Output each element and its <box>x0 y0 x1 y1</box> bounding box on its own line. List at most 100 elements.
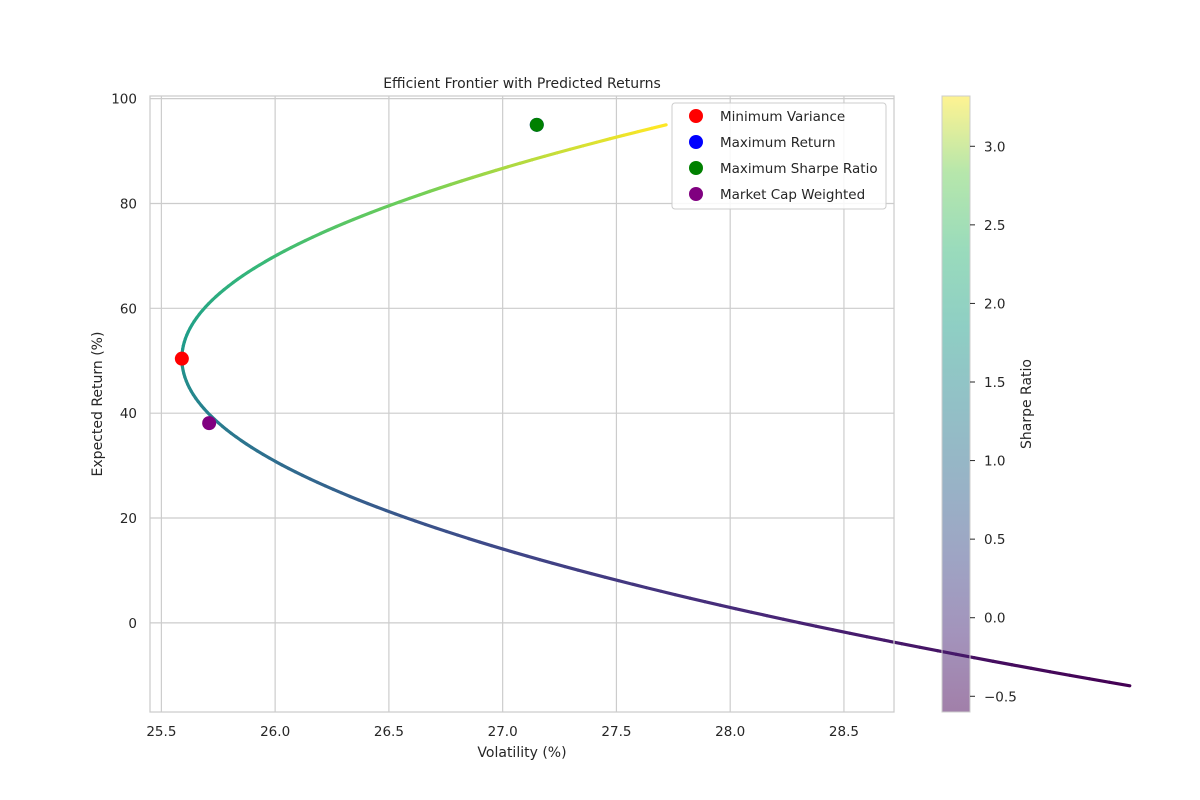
frontier-point <box>718 603 738 611</box>
legend-marker <box>689 135 703 149</box>
frontier-point <box>616 579 634 586</box>
frontier-point <box>525 554 542 562</box>
legend-marker <box>689 161 703 175</box>
colorbar-tick-label: 2.0 <box>984 296 1005 312</box>
legend-box <box>671 102 887 210</box>
frontier-point <box>530 154 546 162</box>
frontier-point <box>434 526 449 534</box>
frontier-point <box>427 186 442 194</box>
frontier-point <box>594 137 612 144</box>
frontier-point <box>444 529 460 537</box>
frontier-point <box>882 638 904 646</box>
y-tick-label: 20 <box>120 511 137 527</box>
frontier-point <box>991 659 1014 667</box>
x-axis-ticks: 25.5 26.0 26.5 27.0 27.5 28.0 28.5 <box>146 724 859 740</box>
frontier-point <box>781 617 801 625</box>
frontier-point <box>608 133 626 141</box>
frontier-point <box>576 568 593 576</box>
y-tick-label: 80 <box>120 196 137 212</box>
frontier-point <box>1107 680 1132 688</box>
frontier-point <box>733 607 753 614</box>
chart-title: Efficient Frontier with Predicted Return… <box>383 76 661 92</box>
frontier-point <box>378 203 392 211</box>
frontier-point <box>650 123 668 130</box>
y-axis-label: Expected Return (%) <box>90 332 106 477</box>
frontier-point <box>550 561 567 569</box>
frontier-point <box>673 593 692 600</box>
frontier-point <box>360 210 373 218</box>
frontier-point <box>900 642 922 649</box>
frontier-point <box>797 621 818 628</box>
frontier-point <box>1010 663 1033 670</box>
frontier-point <box>482 168 498 176</box>
frontier-point <box>1087 677 1112 684</box>
legend-marker <box>689 109 703 123</box>
frontier-point <box>621 130 640 137</box>
x-tick-label: 27.0 <box>488 724 518 740</box>
frontier-curve <box>180 123 1132 688</box>
frontier-point <box>814 624 835 632</box>
special-points <box>174 117 544 431</box>
colorbar-frame <box>941 95 971 713</box>
frontier-point <box>403 515 417 523</box>
frontier-point <box>1029 666 1052 674</box>
colorbar-tick-label: 1.0 <box>984 454 1005 470</box>
colorbar <box>942 96 970 712</box>
frontier-point <box>542 151 559 158</box>
colorbar-ticks: −0.5 0.0 0.5 1.0 1.5 2.0 2.5 3.0 <box>970 139 1017 705</box>
special-point-marker <box>529 117 544 132</box>
frontier-point <box>602 575 620 583</box>
frontier-point <box>917 645 940 653</box>
x-axis-label: Volatility (%) <box>477 745 566 761</box>
x-tick-label: 26.0 <box>260 724 290 740</box>
frontier-point <box>489 543 505 551</box>
frontier-point <box>478 540 493 548</box>
frontier-point <box>517 158 534 165</box>
frontier-point <box>749 610 769 618</box>
frontier-point <box>501 547 517 555</box>
frontier-point <box>375 505 388 513</box>
frontier-point <box>847 631 869 639</box>
frontier-point <box>537 557 554 565</box>
frontier-point <box>830 628 852 635</box>
frontier-point <box>388 200 401 208</box>
x-tick-label: 25.5 <box>146 724 176 740</box>
colorbar-tick-label: 0.0 <box>984 611 1005 627</box>
frontier-point <box>438 182 453 190</box>
legend-entry-label: Maximum Return <box>720 135 836 151</box>
frontier-point <box>460 175 475 183</box>
frontier-point <box>568 144 585 151</box>
frontier-point <box>397 196 411 204</box>
special-point-marker <box>174 351 189 366</box>
legend-entry-label: Maximum Sharpe Ratio <box>720 161 878 177</box>
frontier-point <box>384 508 398 516</box>
legend-marker <box>689 187 703 201</box>
plot-frame <box>149 95 895 713</box>
frontier-point <box>581 140 598 148</box>
frontier-point <box>644 586 663 593</box>
legend-entry-label: Market Cap Weighted <box>720 187 865 203</box>
frontier-point <box>1068 673 1092 681</box>
frontier-point <box>765 614 785 621</box>
frontier-point <box>513 550 529 558</box>
y-tick-label: 0 <box>128 616 137 632</box>
frontier-point <box>417 189 432 197</box>
frontier-point <box>658 589 677 597</box>
frontier-point <box>589 571 607 579</box>
colorbar-tick-label: 0.5 <box>984 532 1005 548</box>
x-tick-label: 26.5 <box>374 724 404 740</box>
y-tick-label: 60 <box>120 301 137 317</box>
frontier-point <box>505 161 522 169</box>
frontier-point <box>494 165 510 173</box>
frontier-point <box>407 193 421 201</box>
special-point-marker <box>202 416 217 431</box>
frontier-point <box>563 564 580 572</box>
colorbar-label: Sharpe Ratio <box>1019 359 1035 449</box>
colorbar-tick-label: 2.5 <box>984 218 1005 234</box>
colorbar-tick-label: 3.0 <box>984 139 1005 155</box>
frontier-point <box>972 656 995 663</box>
frontier-point <box>471 172 486 180</box>
x-tick-label: 28.0 <box>715 724 745 740</box>
